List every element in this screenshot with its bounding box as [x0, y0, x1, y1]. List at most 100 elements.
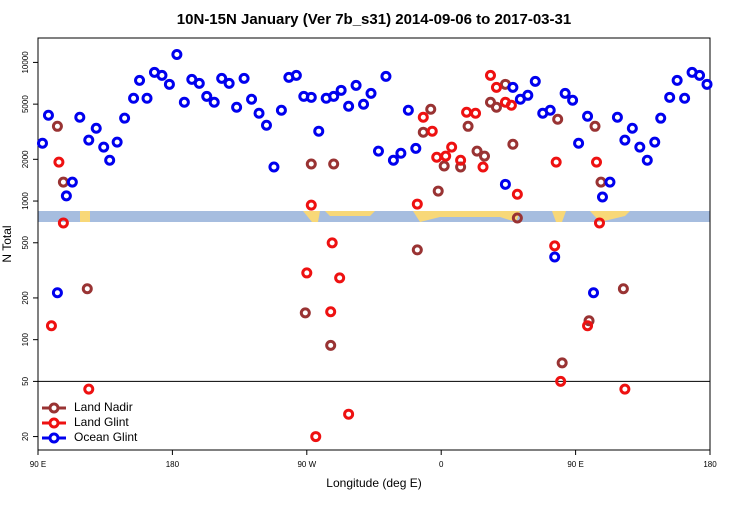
point [549, 240, 561, 252]
point [417, 126, 429, 138]
point [461, 106, 473, 118]
point [664, 91, 676, 103]
point [231, 101, 243, 113]
point [402, 104, 414, 116]
x-tick-label: 90 E [567, 460, 583, 469]
point [45, 320, 57, 332]
point [417, 111, 429, 123]
legend-label: Land Nadir [74, 400, 133, 414]
point [431, 151, 443, 163]
point [619, 383, 631, 395]
point [305, 199, 317, 211]
point [299, 307, 311, 319]
point [432, 185, 444, 197]
land-strip [413, 211, 520, 222]
point [358, 98, 370, 110]
point [380, 70, 392, 82]
point [334, 272, 346, 284]
point [53, 156, 65, 168]
point [57, 176, 69, 188]
point [626, 122, 638, 134]
legend-marker [48, 402, 60, 414]
x-tick-label: 180 [166, 460, 180, 469]
point [679, 92, 691, 104]
legend-label: Land Glint [74, 415, 129, 429]
point [57, 217, 69, 229]
point [90, 122, 102, 134]
point [305, 91, 317, 103]
point [246, 93, 258, 105]
point [544, 104, 556, 116]
point [583, 315, 595, 327]
point [326, 237, 338, 249]
point [446, 141, 458, 153]
point [410, 142, 422, 154]
point [591, 156, 603, 168]
x-tick-label: 90 W [297, 460, 316, 469]
point [549, 251, 561, 263]
point [595, 176, 607, 188]
point [511, 188, 523, 200]
point [74, 111, 86, 123]
point [201, 90, 213, 102]
point [178, 96, 190, 108]
point [83, 383, 95, 395]
point [111, 136, 123, 148]
y-tick-label: 2000 [21, 150, 30, 168]
point [522, 89, 534, 101]
point [51, 120, 63, 132]
point [582, 320, 594, 332]
y-tick-label: 50 [21, 376, 30, 385]
point [567, 94, 579, 106]
point [471, 145, 483, 157]
point [411, 198, 423, 210]
point [51, 287, 63, 299]
point [411, 244, 423, 256]
point [550, 156, 562, 168]
point [343, 408, 355, 420]
y-axis-label: N Total [0, 225, 14, 262]
y-tick-label: 5000 [21, 95, 30, 113]
y-tick-label: 500 [21, 236, 30, 250]
point [470, 107, 482, 119]
point [156, 69, 168, 81]
point [505, 99, 517, 111]
legend-entry: Land Glint [42, 415, 129, 429]
point [128, 92, 140, 104]
point [529, 75, 541, 87]
point [573, 137, 585, 149]
plot-frame [37, 37, 711, 451]
chart-title: 10N-15N January (Ver 7b_s31) 2014-09-06 … [177, 11, 571, 28]
point [387, 154, 399, 166]
legend-marker [48, 417, 60, 429]
y-tick-label: 100 [21, 332, 30, 346]
point [556, 357, 568, 369]
point [596, 191, 608, 203]
point [325, 339, 337, 351]
point [490, 81, 502, 93]
point [462, 120, 474, 132]
point [119, 112, 131, 124]
point [511, 212, 523, 224]
point [611, 111, 623, 123]
point [426, 125, 438, 137]
point [649, 136, 661, 148]
legend-entry: Land Nadir [42, 400, 133, 414]
point [484, 69, 496, 81]
point [350, 79, 362, 91]
point [171, 49, 183, 61]
point [641, 154, 653, 166]
point [372, 145, 384, 157]
point [593, 217, 605, 229]
point [238, 72, 250, 84]
ocean-strip [38, 211, 710, 222]
point [310, 431, 322, 443]
y-tick-label: 1000 [21, 192, 30, 210]
point [328, 90, 340, 102]
point [141, 92, 153, 104]
x-tick-label: 180 [703, 460, 717, 469]
point [343, 100, 355, 112]
point [552, 113, 564, 125]
point [589, 120, 601, 132]
